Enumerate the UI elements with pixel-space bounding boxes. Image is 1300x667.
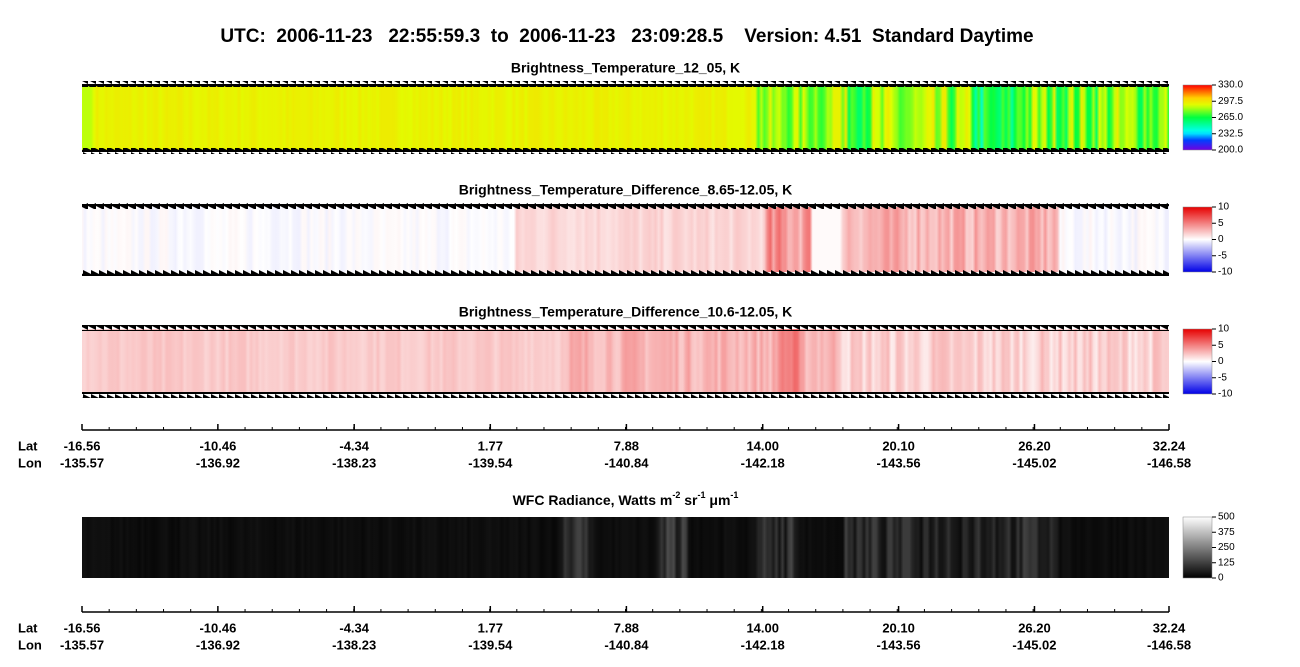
colorbar-tick-label: 125 — [1218, 557, 1235, 568]
colorbar-tick-label: 375 — [1218, 527, 1235, 538]
title-part: sr — [680, 492, 698, 508]
colorbar-tick-label: 265.0 — [1218, 112, 1243, 123]
panel-title: Brightness_Temperature_12_05, K — [511, 60, 740, 76]
image-panel — [82, 329, 1169, 394]
colorbar-tick-label: 0 — [1218, 234, 1224, 245]
lat-tick-label: 26.20 — [1018, 620, 1051, 635]
colorbar-tick-label: -10 — [1218, 267, 1233, 278]
lon-tick-label: -140.84 — [604, 637, 649, 652]
lon-tick-label: -135.57 — [60, 637, 104, 652]
lat-tick-label: 7.88 — [614, 438, 639, 453]
page-title: UTC: 2006-11-23 22:55:59.3 to 2006-11-23… — [220, 26, 1033, 47]
lat-tick-label: 14.00 — [746, 438, 779, 453]
colorbar-tick-label: 330.0 — [1218, 80, 1243, 91]
lat-tick-label: 7.88 — [614, 620, 639, 635]
lat-tick-label: 20.10 — [882, 438, 915, 453]
lat-tick-label: -10.46 — [199, 438, 236, 453]
lon-tick-label: -142.18 — [741, 455, 785, 470]
scan-edge — [82, 325, 1169, 331]
title-part: WFC Radiance, Watts m — [513, 492, 673, 508]
lat-tick-label: 26.20 — [1018, 438, 1051, 453]
colorbar-tick-label: -10 — [1218, 389, 1233, 400]
colorbar — [1182, 516, 1213, 579]
lat-tick-label: -16.56 — [64, 438, 101, 453]
colorbar-tick-label: 0 — [1218, 573, 1224, 584]
colorbar-tick-label: 200.0 — [1218, 145, 1243, 156]
lon-tick-label: -140.84 — [604, 455, 649, 470]
lon-tick-label: -146.58 — [1147, 455, 1191, 470]
colorbar-tick-label: -5 — [1218, 250, 1227, 261]
colorbar-tick-label: 232.5 — [1218, 128, 1243, 139]
title-part: -2 — [672, 490, 680, 500]
lon-tick-label: -138.23 — [332, 637, 376, 652]
lon-tick-label: -145.02 — [1012, 455, 1056, 470]
colorbar-tick-label: 5 — [1218, 340, 1224, 351]
scan-edge — [82, 270, 1169, 276]
scan-edge — [82, 81, 1169, 87]
lat-tick-label: -16.56 — [64, 620, 101, 635]
image-panel — [82, 517, 1169, 578]
lat-label: Lat — [18, 438, 38, 453]
lat-label: Lat — [18, 620, 38, 635]
lon-tick-label: -145.02 — [1012, 637, 1056, 652]
title-part: μm — [705, 492, 730, 508]
colorbar-tick-label: 500 — [1218, 512, 1235, 523]
panel-title: Brightness_Temperature_Difference_10.6-1… — [459, 304, 793, 320]
panel-title: WFC Radiance, Watts m-2 sr-1 μm-1 — [513, 490, 739, 507]
lat-tick-label: 1.77 — [478, 438, 503, 453]
lon-tick-label: -146.58 — [1147, 637, 1191, 652]
lon-tick-label: -143.56 — [877, 637, 921, 652]
lon-tick-label: -138.23 — [332, 455, 376, 470]
lat-tick-label: 32.24 — [1153, 438, 1186, 453]
colorbar-tick-label: 10 — [1218, 324, 1230, 335]
lon-tick-label: -143.56 — [877, 455, 921, 470]
colorbar — [1182, 206, 1213, 273]
title-part: -1 — [697, 490, 705, 500]
lon-tick-label: -139.54 — [468, 455, 513, 470]
lat-tick-label: 1.77 — [478, 620, 503, 635]
image-panel — [82, 207, 1169, 272]
image-panel — [82, 85, 1169, 150]
colorbar-tick-label: 5 — [1218, 218, 1224, 229]
lon-label: Lon — [18, 637, 42, 652]
lon-label: Lon — [18, 455, 42, 470]
lat-tick-label: 32.24 — [1153, 620, 1186, 635]
lat-tick-label: 20.10 — [882, 620, 915, 635]
lat-tick-label: -4.34 — [339, 620, 369, 635]
lon-tick-label: -135.57 — [60, 455, 104, 470]
scan-edge — [82, 392, 1169, 398]
title-part: -1 — [730, 490, 738, 500]
scan-edge — [82, 203, 1169, 209]
colorbar-tick-label: 250 — [1218, 542, 1235, 553]
panel-title: Brightness_Temperature_Difference_8.65-1… — [459, 182, 793, 198]
lon-tick-label: -136.92 — [196, 455, 240, 470]
scan-edge — [82, 148, 1169, 154]
lat-tick-label: -10.46 — [199, 620, 236, 635]
lat-tick-label: -4.34 — [339, 438, 369, 453]
lat-tick-label: 14.00 — [746, 620, 779, 635]
colorbar-tick-label: -5 — [1218, 372, 1227, 383]
lon-tick-label: -136.92 — [196, 637, 240, 652]
lon-tick-label: -142.18 — [741, 637, 785, 652]
colorbar — [1182, 328, 1213, 395]
lon-tick-label: -139.54 — [468, 637, 513, 652]
colorbar-tick-label: 10 — [1218, 202, 1230, 213]
colorbar-tick-label: 297.5 — [1218, 96, 1243, 107]
colorbar-tick-label: 0 — [1218, 356, 1224, 367]
colorbar — [1182, 84, 1213, 151]
